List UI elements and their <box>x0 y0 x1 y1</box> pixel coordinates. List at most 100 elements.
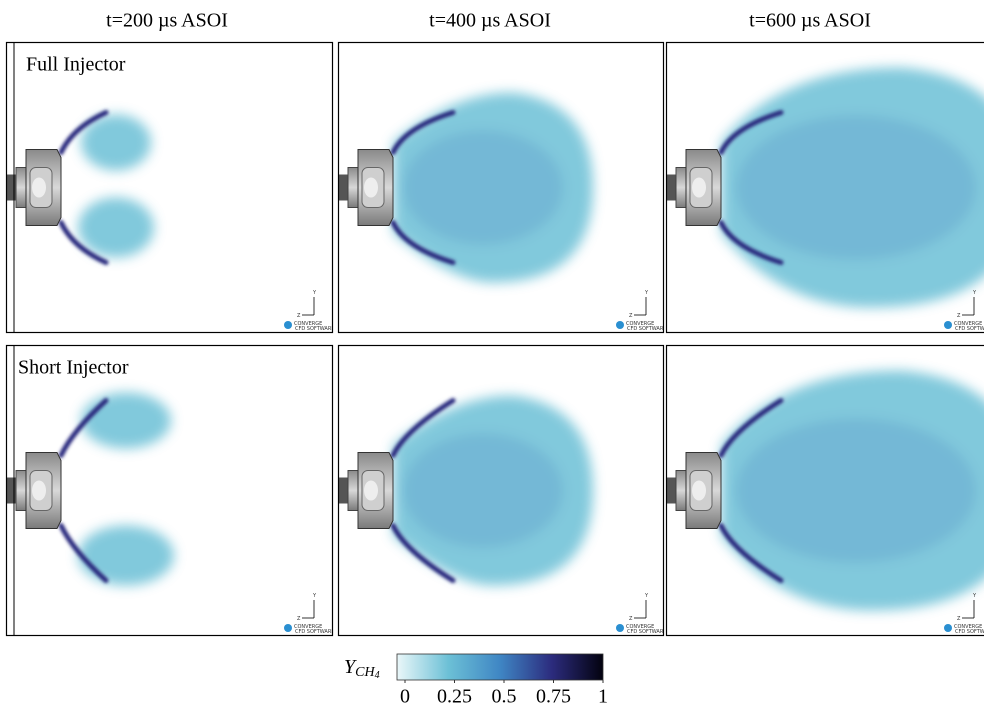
axis-z-label: Z <box>957 313 961 319</box>
colorbar-tick-label: 0 <box>400 686 410 708</box>
shear-top <box>58 398 109 458</box>
logo-name: CONVERGE <box>626 624 654 630</box>
shear-top <box>390 110 456 155</box>
colorbar-label: YCH4 <box>344 656 380 682</box>
colorbar-tick-label: 1 <box>598 686 608 708</box>
axis-y-label: Y <box>312 593 317 599</box>
plume <box>78 114 154 258</box>
logo-name: CONVERGE <box>626 321 654 327</box>
panels: t=200 µs ASOI t=400 µs ASOI t=600 µs ASOI Z… <box>5 10 984 637</box>
shear-top <box>718 110 784 155</box>
plume-core <box>736 418 976 563</box>
axis-y-label: Y <box>972 593 977 599</box>
shear-layer <box>390 398 456 583</box>
injector-tip <box>364 480 378 501</box>
logo-mark <box>616 624 624 632</box>
logo-tagline: CFD SOFTWARE <box>627 629 666 635</box>
plume-core <box>403 130 563 245</box>
axis-z-label: Z <box>297 313 301 319</box>
injector-tip <box>364 177 378 198</box>
plume <box>721 67 984 308</box>
panel-border <box>5 344 334 637</box>
axis-y-label: Y <box>972 290 977 296</box>
injector <box>6 452 62 529</box>
shear-layer <box>390 110 456 265</box>
injector-stem <box>6 174 16 201</box>
colorbar: YCH4 0 0.25 0.5 0.75 1 <box>344 653 608 708</box>
shear-bottom <box>390 523 456 583</box>
injector-tip <box>692 177 706 198</box>
injector <box>338 452 394 529</box>
plume-lobe <box>78 197 154 258</box>
shear-bottom <box>718 220 784 265</box>
shear-layer <box>58 398 109 583</box>
logo-tagline: CFD SOFTWARE <box>627 326 666 332</box>
colorbar-tick-label: 0.25 <box>437 686 472 708</box>
injector <box>6 149 62 226</box>
injector-stem <box>666 477 676 504</box>
plume <box>393 395 593 586</box>
panel-border <box>337 344 665 637</box>
plume-core <box>736 115 976 260</box>
shear-bottom <box>718 523 784 583</box>
row-label: Full Injector <box>26 54 126 76</box>
logo-mark <box>944 624 952 632</box>
axis-z-label: Z <box>957 616 961 622</box>
injector <box>666 452 722 529</box>
colorbar-gradient <box>396 653 604 681</box>
panel-border <box>665 41 984 334</box>
shear-layer <box>718 398 784 583</box>
column-title: t=200 µs ASOI <box>106 10 228 32</box>
logo-name: CONVERGE <box>954 624 982 630</box>
shear-layer <box>718 110 784 265</box>
axis-y-label: Y <box>644 593 649 599</box>
shear-bottom <box>390 220 456 265</box>
logo-mark <box>284 321 292 329</box>
plume <box>78 392 174 586</box>
logo-name: CONVERGE <box>294 321 322 327</box>
shear-top <box>58 110 109 155</box>
plume <box>721 370 984 611</box>
injector-tip <box>692 480 706 501</box>
logo-tagline: CFD SOFTWARE <box>955 629 984 635</box>
injector-tip <box>32 480 46 501</box>
plume-lobe <box>78 525 174 586</box>
panel-border <box>665 344 984 637</box>
logo-name: CONVERGE <box>954 321 982 327</box>
row-label: Short Injector <box>18 357 129 379</box>
shear-bottom <box>58 220 109 265</box>
axis-z-label: Z <box>629 616 633 622</box>
injector-stem <box>338 174 348 201</box>
logo-tagline: CFD SOFTWARE <box>295 629 334 635</box>
plume <box>393 92 593 283</box>
plume-core <box>403 433 563 548</box>
axis-y-label: Y <box>644 290 649 296</box>
logo-tagline: CFD SOFTWARE <box>295 326 334 332</box>
logo-name: CONVERGE <box>294 624 322 630</box>
injector-stem <box>338 477 348 504</box>
injector <box>338 149 394 226</box>
injector-stem <box>666 174 676 201</box>
colorbar-tick-label: 0.5 <box>492 686 517 708</box>
panel-border <box>5 41 334 334</box>
panel-border <box>337 41 665 334</box>
injector-tip <box>32 177 46 198</box>
shear-bottom <box>58 523 109 583</box>
injector <box>666 149 722 226</box>
logo-mark <box>616 321 624 329</box>
colorbar-tick-label: 0.75 <box>536 686 571 708</box>
axis-z-label: Z <box>297 616 301 622</box>
